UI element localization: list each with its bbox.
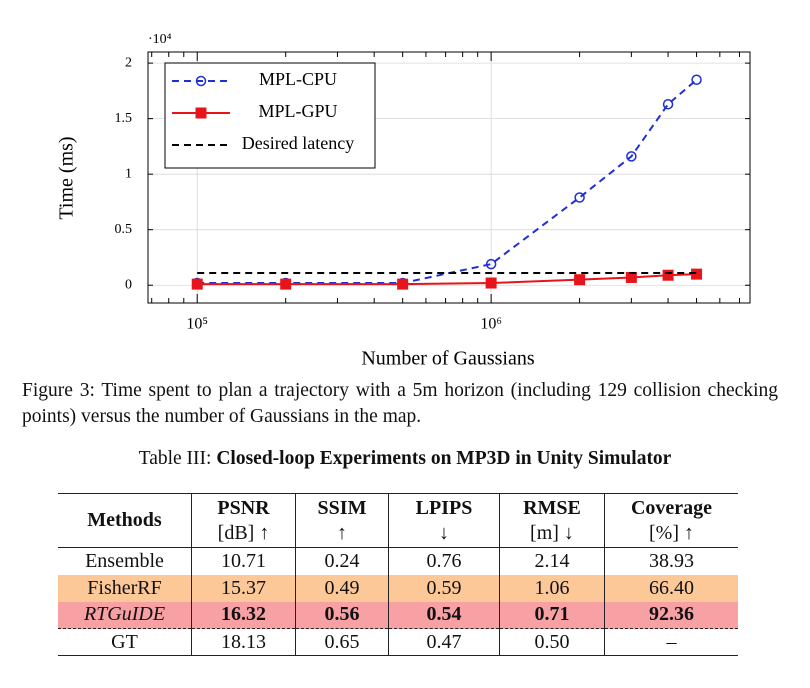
- table-row: RTGuIDE 16.32 0.56 0.54 0.71 92.36: [58, 601, 738, 629]
- table-title-text: Closed-loop Experiments on MP3D in Unity…: [216, 448, 672, 469]
- table-title: Table III: Closed-loop Experiments on MP…: [0, 448, 810, 470]
- table-cell: 0.59: [388, 574, 500, 602]
- data-point: [574, 192, 585, 203]
- y-tick-label: 0: [125, 277, 132, 292]
- results-table: Methods PSNR [dB] ↑ SSIM ↑ LPIPS ↓ RMSE [m] ↓ Cov…: [58, 493, 738, 656]
- data-point: [662, 98, 674, 110]
- y-multiplier: ·10⁴: [148, 32, 172, 47]
- table-cell: 0.54: [388, 601, 500, 629]
- table-row: GT 18.13 0.65 0.47 0.50–: [58, 628, 738, 656]
- header-cell: RMSE [m] ↓: [499, 493, 605, 548]
- y-tick-label: 1.5: [115, 111, 133, 126]
- table-cell: 0.50: [499, 628, 605, 656]
- figure-caption: Figure 3: Time spent to plan a trajector…: [22, 378, 778, 430]
- data-point: [574, 274, 586, 286]
- table-cell: GT: [111, 630, 138, 653]
- table-cell: 1.06: [499, 574, 605, 602]
- header-text: ↓: [439, 521, 449, 544]
- series-line: [197, 273, 697, 286]
- x-axis-label: Number of Gaussians: [361, 348, 535, 370]
- header-text: SSIM: [317, 496, 367, 519]
- header-cell: Methods: [58, 494, 192, 548]
- data-point: [280, 278, 292, 290]
- header-text: PSNR: [217, 496, 270, 519]
- data-point: [691, 268, 703, 280]
- table-row: Ensemble 10.71 0.24 0.76 2.14 38.93: [58, 547, 738, 575]
- table-cell: 2.14: [499, 547, 605, 575]
- table-cell: 0.24: [295, 547, 389, 575]
- table-cell: 0.56: [295, 601, 389, 629]
- caption-label: Figure 3:: [22, 380, 95, 401]
- x-tick-label: 10⁶: [480, 316, 502, 333]
- header-text: [%] ↑: [649, 521, 694, 544]
- table-cell: Ensemble: [85, 549, 164, 572]
- header-text: [dB] ↑: [217, 521, 270, 544]
- legend-label: MPL-GPU: [258, 101, 337, 121]
- y-tick-label: 0.5: [115, 222, 133, 237]
- series-line: [197, 79, 698, 285]
- table-label: Table III:: [138, 448, 212, 469]
- header-cell: Coverage [%] ↑: [604, 493, 738, 548]
- header-row: Methods PSNR [dB] ↑ SSIM ↑ LPIPS ↓ RMSE [m] ↓ Cov…: [58, 493, 738, 548]
- y-tick-label: 1: [125, 166, 132, 181]
- table-cell: 0.76: [388, 547, 500, 575]
- table-cell: –: [604, 628, 738, 656]
- legend-marker: [195, 75, 207, 87]
- header-cell: SSIM ↑: [295, 493, 389, 548]
- data-point: [191, 278, 203, 290]
- data-point: [691, 74, 702, 86]
- legend-label: Desired latency: [242, 133, 354, 153]
- table-cell: 0.49: [295, 574, 389, 602]
- header-text: Coverage: [630, 496, 713, 519]
- header-cell: PSNR [dB] ↑: [191, 493, 296, 548]
- x-tick-label: 10⁵: [186, 316, 208, 333]
- chart: 0 0.5 1 1.5 2 10⁵ 10⁶ ·10⁴ Number of Gaussians Ti…: [56, 32, 751, 370]
- header-text: ↑: [337, 521, 347, 544]
- y-axis-label: Time (ms): [56, 136, 78, 219]
- header-text: RMSE: [523, 496, 581, 519]
- table-cell: 92.36: [604, 601, 738, 629]
- table-cell: FisherRF: [58, 574, 192, 602]
- table-cell: 10.71: [191, 547, 296, 575]
- data-point: [397, 278, 409, 290]
- table-row: FisherRF 15.37 0.49 0.59 1.06 66.40: [58, 574, 738, 602]
- data-point: [626, 151, 637, 162]
- table-cell: 0.47: [388, 628, 500, 656]
- table-cell: RTGuIDE: [58, 601, 192, 629]
- header-text: [m] ↓: [530, 521, 574, 544]
- table-cell: 0.71: [499, 601, 605, 629]
- table-cell: 38.93: [604, 547, 738, 575]
- data-point: [625, 271, 637, 283]
- table-cell: 16.32: [191, 601, 296, 629]
- table-cell: 18.13: [191, 628, 296, 656]
- data-point: [485, 277, 497, 289]
- header-text: Methods: [87, 509, 162, 531]
- legend-marker: [195, 107, 207, 119]
- table-cell: 0.65: [295, 628, 389, 656]
- plot-frame: [147, 51, 751, 304]
- y-tick-label: 2: [125, 55, 132, 70]
- data-point: [662, 269, 674, 281]
- table-cell: 15.37: [191, 574, 296, 602]
- header-cell: LPIPS ↓: [388, 493, 500, 548]
- header-text: LPIPS: [415, 496, 473, 519]
- table-cell: 66.40: [604, 574, 738, 602]
- data-point: [485, 258, 497, 270]
- caption-text: Time spent to plan a trajectory with a 5…: [22, 380, 778, 427]
- legend-label: MPL-CPU: [259, 69, 337, 89]
